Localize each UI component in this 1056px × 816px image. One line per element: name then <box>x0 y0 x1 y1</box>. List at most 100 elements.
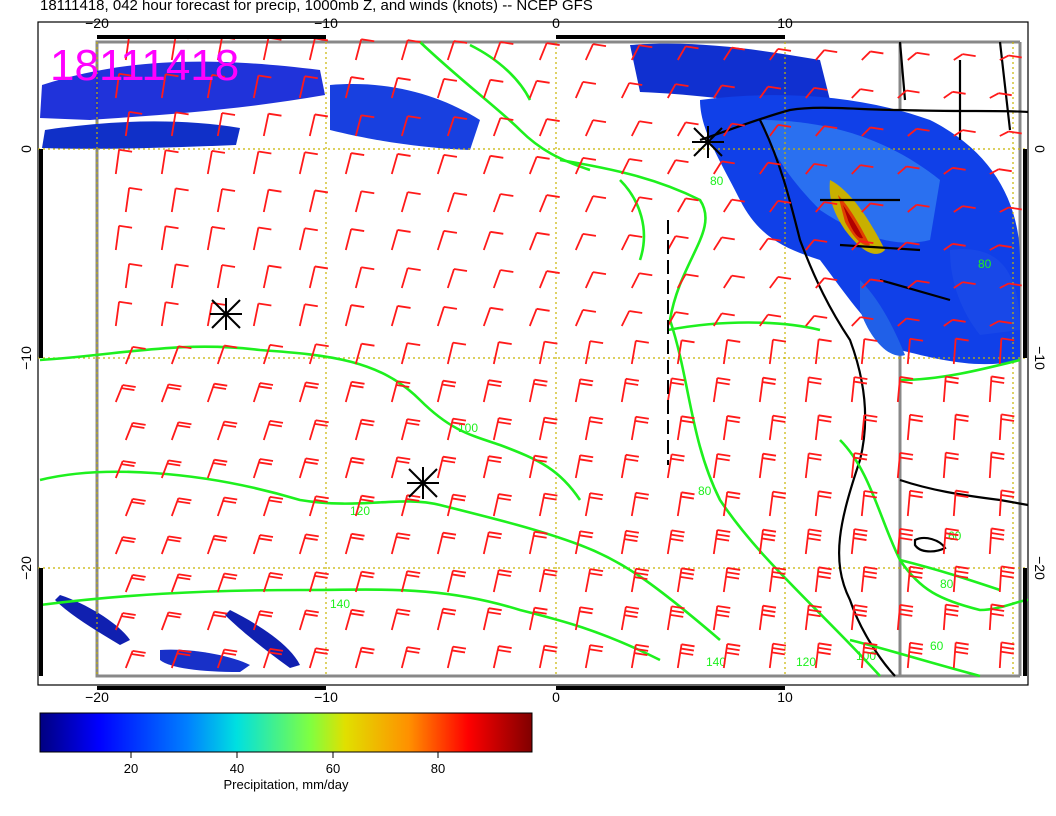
wind-barb-icon <box>620 158 643 175</box>
wind-barb-icon <box>400 267 421 289</box>
wind-barb-icon <box>804 528 822 555</box>
wind-barb-icon <box>758 604 777 631</box>
wind-barb-icon <box>574 309 597 327</box>
wind-barb-icon <box>216 496 238 517</box>
wind-barb-icon <box>298 227 318 251</box>
wind-barb-icon <box>216 648 238 669</box>
wind-barb-icon <box>620 310 643 327</box>
wind-barb-icon <box>676 567 695 593</box>
wind-barb-icon <box>630 272 653 289</box>
contour-label: 60 <box>948 529 962 543</box>
wind-barb-icon <box>584 644 604 669</box>
wind-barb-icon <box>989 168 1012 175</box>
wind-barb-icon <box>768 642 787 669</box>
star-marker-icon <box>407 467 439 499</box>
wind-barb-icon <box>436 379 457 403</box>
contour-label: 140 <box>706 655 726 669</box>
wind-barb-icon <box>492 341 512 365</box>
wind-barb-icon <box>308 419 329 441</box>
wind-barb-icon <box>262 264 282 289</box>
wind-barb-icon <box>861 278 884 289</box>
wind-barb-icon <box>758 452 777 479</box>
wind-barb-icon <box>344 456 365 479</box>
right-lat-label: −10 <box>1032 346 1048 370</box>
wind-barb-icon <box>952 641 969 669</box>
wind-barb-icon <box>897 165 920 175</box>
wind-barb-icon <box>584 271 607 289</box>
wind-barb-icon <box>390 305 411 327</box>
wind-barb-icon <box>482 306 504 327</box>
wind-barb-icon <box>492 417 512 441</box>
wind-barb-icon <box>723 274 745 289</box>
wind-barb-icon <box>713 84 735 99</box>
wind-barb-icon <box>666 529 685 555</box>
wind-barb-icon <box>942 451 959 479</box>
wind-barb-icon <box>528 454 548 479</box>
wind-barb-icon <box>528 307 550 327</box>
wind-barb-icon <box>805 238 828 251</box>
wind-barb-icon <box>722 567 741 593</box>
wind-barb-icon <box>666 453 685 479</box>
wind-barb-icon <box>815 201 838 213</box>
wind-barb-icon <box>860 566 878 593</box>
wind-barb-icon <box>906 413 924 441</box>
wind-barb-icon <box>907 279 930 289</box>
wind-barb-icon <box>814 414 832 441</box>
wind-barb-icon <box>298 457 319 479</box>
wind-barb-icon <box>114 224 133 251</box>
wind-barb-icon <box>815 49 838 61</box>
wind-barb-icon <box>942 527 959 555</box>
wind-barb-icon <box>768 566 787 593</box>
wind-barb-icon <box>860 338 878 365</box>
wind-barb-icon <box>897 89 920 99</box>
colorbar-tick: 80 <box>431 761 445 776</box>
wind-barb-icon <box>584 195 607 213</box>
wind-barb-icon <box>998 641 1015 669</box>
wind-barb-icon <box>170 573 192 593</box>
wind-barb-icon <box>998 489 1015 517</box>
wind-barb-icon <box>630 339 649 365</box>
wind-barb-icon <box>769 275 792 289</box>
wind-barb-icon <box>999 206 1022 213</box>
wind-barb-icon <box>942 603 959 631</box>
wind-barb-icon <box>390 153 411 175</box>
wind-barb-icon <box>528 79 550 99</box>
wind-barb-icon <box>907 203 930 213</box>
wind-barb-icon <box>712 529 731 555</box>
wind-barb-icon <box>262 112 282 137</box>
wind-barb-icon <box>988 527 1005 555</box>
wind-barb-icon <box>160 383 182 403</box>
wind-barb-icon <box>390 456 411 479</box>
wind-barb-icon <box>492 569 512 593</box>
wind-barb-icon <box>953 281 976 289</box>
wind-barb-icon <box>676 491 695 517</box>
wind-barb-icon <box>850 452 868 479</box>
wind-barb-icon <box>943 318 966 327</box>
wind-barb-icon <box>160 535 182 555</box>
wind-barb-icon <box>538 42 560 61</box>
wind-barb-icon <box>400 494 421 517</box>
wind-barb-icon <box>354 342 375 365</box>
wind-barb-icon <box>667 83 689 99</box>
wind-barb-icon <box>943 242 966 251</box>
wind-barb-icon <box>676 643 695 669</box>
wind-barb-icon <box>538 644 558 669</box>
wind-barb-icon <box>252 302 272 327</box>
wind-barb-icon <box>446 417 467 441</box>
wind-barb-icon <box>252 610 274 631</box>
wind-barb-icon <box>216 188 236 213</box>
wind-barb-icon <box>850 528 868 555</box>
left-lat-label: 0 <box>18 145 34 153</box>
contour-label: 140 <box>330 597 350 611</box>
wind-barb-icon <box>850 604 868 631</box>
wind-barb-icon <box>446 116 468 137</box>
wind-barb-icon <box>216 112 236 137</box>
wind-barb-icon <box>722 491 741 517</box>
wind-barb-icon <box>860 490 878 517</box>
wind-barb-icon <box>574 233 597 251</box>
wind-barb-icon <box>989 244 1012 251</box>
wind-barb-icon <box>988 451 1005 479</box>
wind-barb-icon <box>907 51 930 61</box>
wind-barb-icon <box>262 572 284 593</box>
wind-barb-icon <box>206 458 228 479</box>
